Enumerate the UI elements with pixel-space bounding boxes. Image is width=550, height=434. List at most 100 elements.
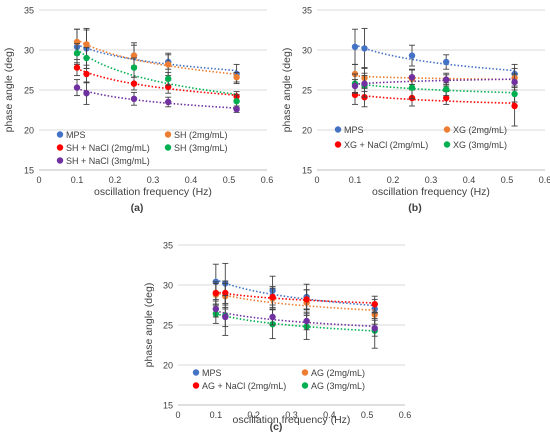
- trendline: [354, 82, 515, 94]
- series-4: [212, 294, 378, 349]
- panel-label: (b): [408, 202, 421, 214]
- data-point: [371, 301, 378, 308]
- trendline: [76, 48, 237, 96]
- x-tick-label: 0.3: [147, 175, 160, 185]
- y-axis-label: phase angle (deg): [281, 48, 293, 133]
- data-point: [130, 95, 138, 103]
- data-point: [83, 41, 90, 48]
- series-5: [351, 69, 518, 93]
- y-axis-label: phase angle (deg): [143, 283, 155, 368]
- trendline: [76, 67, 237, 96]
- legend-marker: [301, 382, 309, 389]
- x-tick-label: 0: [314, 175, 319, 185]
- y-tick-label: 30: [163, 281, 173, 291]
- x-tick-label: 0.6: [539, 175, 550, 185]
- data-point: [165, 75, 172, 83]
- chart-panel-3: 15 20 25 30 35 0 0.1 0.2 0.3 0.4 0.5 0.6 oscillation…: [143, 241, 411, 434]
- data-point: [269, 293, 276, 301]
- panel-label: (c): [270, 421, 283, 433]
- data-point: [165, 61, 172, 68]
- legend-entry: AG (3mg/mL): [301, 381, 365, 391]
- legend-label: SH + NaCl (3mg/mL): [66, 156, 150, 166]
- data-point: [73, 84, 81, 91]
- trendline: [354, 75, 515, 81]
- y-tick-label: 35: [302, 6, 312, 16]
- data-point: [303, 296, 310, 303]
- x-axis-label: oscillation frequency (Hz): [94, 186, 212, 198]
- data-point: [443, 94, 450, 102]
- legend-entry: MPS: [56, 130, 86, 140]
- data-point: [408, 84, 416, 91]
- legend-marker: [334, 126, 342, 133]
- x-tick-label: 0.5: [501, 175, 514, 185]
- chart-panel-2: 15 20 25 30 35 0 0.1 0.2 0.3 0.4 0.5 0.6 oscillation…: [281, 6, 550, 215]
- x-tick-label: 0: [36, 175, 41, 185]
- legend-label: MPS: [202, 368, 222, 378]
- trendline: [354, 78, 515, 85]
- panel-label: (a): [131, 202, 144, 214]
- x-tick-label: 0: [175, 410, 180, 420]
- data-point: [130, 52, 138, 59]
- y-tick-label: 20: [163, 361, 173, 371]
- legend-entry: SH (3mg/mL): [164, 143, 228, 153]
- legend-marker: [56, 144, 64, 151]
- y-tick-label: 30: [24, 46, 34, 56]
- legend-entry: XG + NaCl (2mg/mL): [334, 140, 428, 150]
- x-tick-label: 0.2: [387, 175, 400, 185]
- chart-panel-1: 15 20 25 30 35 0 0.1 0.2 0.3 0.4 0.5 0.6 oscillation…: [3, 6, 273, 215]
- legend-label: SH (3mg/mL): [174, 143, 228, 153]
- data-point: [443, 58, 450, 66]
- data-point: [511, 102, 518, 110]
- legend-marker: [301, 369, 309, 376]
- data-point: [233, 98, 240, 105]
- data-point: [361, 80, 368, 87]
- data-point: [371, 325, 378, 332]
- legend-label: XG (3mg/mL): [453, 140, 507, 150]
- legend-marker: [334, 141, 342, 148]
- data-point: [443, 76, 450, 83]
- data-point: [233, 74, 240, 81]
- data-point: [73, 50, 81, 57]
- x-tick-label: 0.5: [361, 410, 374, 420]
- legend-entry: MPS: [334, 125, 364, 135]
- series-5: [212, 300, 378, 337]
- data-point: [165, 98, 172, 106]
- legend-label: SH (2mg/mL): [174, 130, 228, 140]
- legend-label: AG (3mg/mL): [311, 381, 365, 391]
- data-point: [212, 305, 220, 313]
- series-1: [351, 27, 518, 85]
- legend-entry: XG (2mg/mL): [443, 125, 507, 135]
- x-tick-label: 0.5: [223, 175, 236, 185]
- x-axis-label: oscillation frequency (Hz): [372, 186, 490, 198]
- legend-marker: [56, 131, 64, 138]
- data-point: [408, 52, 416, 59]
- data-point: [511, 78, 518, 86]
- series-3: [351, 84, 518, 127]
- y-axis-label: phase angle (deg): [3, 48, 15, 133]
- x-tick-label: 0.2: [247, 410, 260, 420]
- data-point: [443, 86, 450, 93]
- data-point: [130, 80, 138, 87]
- data-point: [222, 289, 229, 297]
- data-point: [83, 54, 90, 62]
- trendline: [215, 291, 375, 312]
- legend-entry: SH + NaCl (2mg/mL): [56, 143, 150, 153]
- x-tick-label: 0.6: [399, 410, 412, 420]
- x-axis-label: oscillation frequency (Hz): [233, 414, 351, 426]
- y-tick-label: 25: [302, 86, 312, 96]
- series-1: [73, 27, 240, 85]
- legend-entry: AG + NaCl (2mg/mL): [192, 381, 286, 391]
- trendline: [354, 93, 515, 105]
- data-point: [212, 289, 220, 297]
- data-point: [269, 313, 276, 321]
- y-tick-label: 15: [163, 401, 173, 411]
- data-point: [83, 90, 90, 97]
- legend-label: AG + NaCl (2mg/mL): [202, 381, 286, 391]
- legend-label: XG (2mg/mL): [453, 125, 507, 135]
- series-3: [212, 280, 378, 313]
- x-tick-label: 0.1: [349, 175, 362, 185]
- y-tick-label: 20: [24, 126, 34, 136]
- x-tick-label: 0.4: [463, 175, 476, 185]
- legend-label: SH + NaCl (2mg/mL): [66, 143, 150, 153]
